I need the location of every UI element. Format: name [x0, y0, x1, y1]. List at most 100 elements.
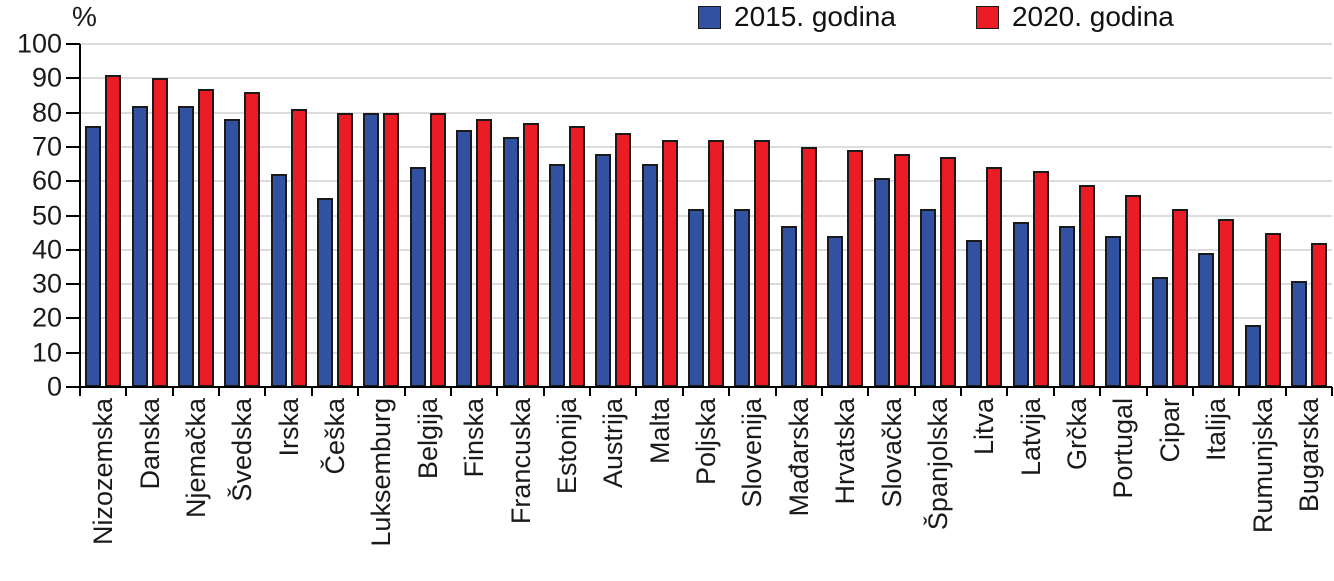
bar — [548, 164, 565, 387]
bar-group — [776, 44, 822, 387]
bar-group — [80, 44, 126, 387]
x-axis-label: Cipar — [1154, 398, 1185, 463]
x-axis-label: Portugal — [1108, 398, 1139, 499]
bar-group — [219, 44, 265, 387]
y-axis-tick-label: 80 — [31, 97, 62, 128]
x-axis-tick — [1052, 387, 1055, 396]
x-axis-labels: Nizozemska Danska Njemačka Švedska Irska Češk… — [80, 398, 1332, 580]
gridline — [80, 351, 1332, 354]
bar — [224, 119, 241, 387]
x-label-cell: Litva — [961, 398, 1007, 580]
x-label-cell: Mađarska — [776, 398, 822, 580]
bar — [661, 140, 678, 387]
x-axis-label: Španjolska — [922, 398, 953, 531]
bar-group — [497, 44, 543, 387]
bar — [1171, 208, 1188, 387]
plot-area — [80, 43, 1332, 388]
gridline — [80, 77, 1332, 80]
bar-group — [1100, 44, 1146, 387]
x-axis-tick — [1145, 387, 1148, 396]
x-axis-label: Slovenija — [737, 398, 768, 508]
x-axis-label: Slovačka — [876, 398, 907, 508]
y-axis-ticks — [66, 43, 80, 388]
x-axis-tick — [681, 387, 684, 396]
x-label-cell: Slovenija — [729, 398, 775, 580]
y-axis-tick — [66, 43, 80, 45]
x-axis-label: Luksemburg — [366, 398, 397, 547]
bar — [151, 78, 168, 387]
bar — [1079, 184, 1096, 387]
bar — [1244, 325, 1261, 387]
bar — [1198, 253, 1215, 387]
x-axis-label: Irska — [273, 398, 304, 457]
x-axis-tick — [125, 387, 128, 396]
x-axis-line — [80, 386, 1332, 388]
x-axis-tick — [635, 387, 638, 396]
x-axis-tick — [310, 387, 313, 396]
bar — [270, 174, 287, 387]
x-axis-tick — [542, 387, 545, 396]
x-label-cell: Grčka — [1054, 398, 1100, 580]
y-axis-unit-label: % — [72, 1, 97, 32]
x-axis-tick — [171, 387, 174, 396]
bar — [688, 208, 705, 387]
x-label-cell: Nizozemska — [80, 398, 126, 580]
x-label-cell: Rumunjska — [1239, 398, 1285, 580]
x-axis-label: Hrvatska — [830, 398, 861, 505]
y-axis-tick — [66, 351, 80, 354]
bar-group — [1193, 44, 1239, 387]
x-axis-label: Mađarska — [783, 398, 814, 517]
bar-group — [312, 44, 358, 387]
bar — [708, 140, 725, 387]
y-axis-tick-label: 20 — [31, 302, 62, 333]
x-axis-label: Danska — [134, 398, 165, 490]
x-axis-label: Malta — [644, 398, 675, 465]
x-axis-label: Estonija — [551, 398, 582, 495]
x-axis-tick — [913, 387, 916, 396]
bar — [383, 112, 400, 387]
y-axis-tick-label: 10 — [31, 337, 62, 368]
x-label-cell: Slovačka — [868, 398, 914, 580]
bar — [986, 167, 1003, 387]
bar — [409, 167, 426, 387]
bar-group — [451, 44, 497, 387]
x-label-cell: Portugal — [1100, 398, 1146, 580]
bar — [1290, 280, 1307, 387]
bar — [780, 225, 797, 387]
bar — [131, 105, 148, 387]
gridline — [80, 214, 1332, 217]
bar — [337, 112, 354, 387]
bar — [244, 92, 261, 387]
x-label-cell: Bugarska — [1286, 398, 1332, 580]
bar — [363, 112, 380, 387]
x-axis-label: Češka — [320, 398, 351, 475]
bar — [1125, 194, 1142, 387]
y-axis-labels: 0 10 20 30 40 50 60 70 80 90 100 — [0, 30, 62, 400]
x-axis-label: Belgija — [412, 398, 443, 480]
bar — [827, 236, 844, 387]
bar-group — [868, 44, 914, 387]
bar — [456, 129, 473, 387]
bar — [1310, 242, 1327, 387]
legend-label: 2015. godina — [734, 1, 896, 32]
x-label-cell: Francuska — [497, 398, 543, 580]
bar — [197, 88, 214, 387]
bar — [615, 133, 632, 387]
gridline — [80, 43, 1332, 45]
x-label-cell: Njemačka — [173, 398, 219, 580]
bar-group — [266, 44, 312, 387]
x-label-cell: Švedska — [219, 398, 265, 580]
bar-group — [1147, 44, 1193, 387]
bar — [734, 208, 751, 387]
x-axis-label: Italija — [1201, 398, 1232, 462]
x-axis-label: Švedska — [227, 398, 258, 502]
x-label-cell: Češka — [312, 398, 358, 580]
bar — [1151, 277, 1168, 387]
x-axis-tick — [357, 387, 360, 396]
bar — [847, 150, 864, 387]
gridline — [80, 248, 1332, 251]
y-axis-tick-label: 50 — [31, 200, 62, 230]
bar — [641, 164, 658, 387]
bar-group — [683, 44, 729, 387]
